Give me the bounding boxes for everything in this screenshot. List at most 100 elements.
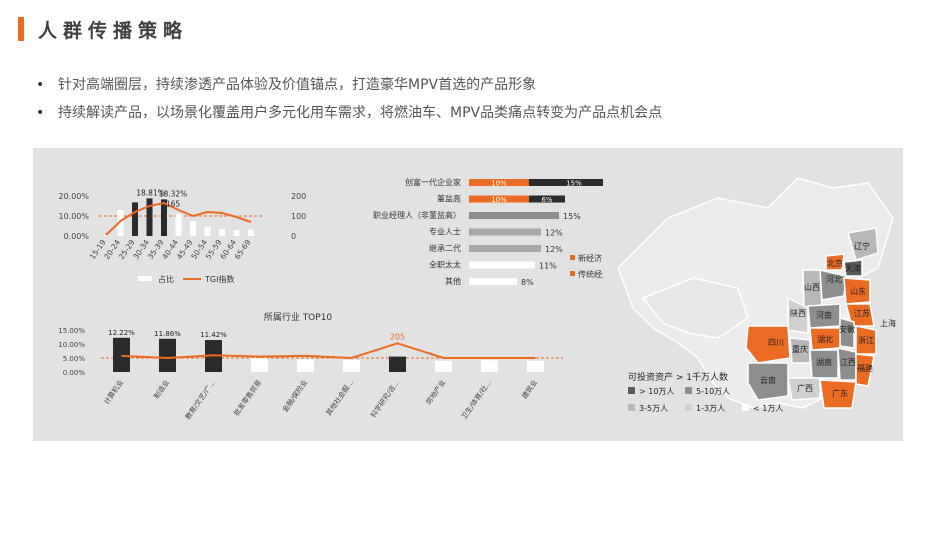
map-province-label: 上海 xyxy=(880,318,896,328)
age-bar xyxy=(132,202,138,236)
map-shapes xyxy=(617,177,894,409)
y-tick-right: 0 xyxy=(291,232,296,241)
industry-chart: 所属行业 TOP10 15.00% 10.00% 5.00% 0.00% 计算机业 制造业教… xyxy=(58,311,563,421)
age-bar xyxy=(219,229,225,236)
age-bar xyxy=(117,210,124,236)
map-legend-label: < 1万人 xyxy=(753,404,783,413)
bullet-item: 针对高端圈层，持续渗透产品体验及价值锚点，打造豪华MPV首选的产品形象 xyxy=(36,76,662,104)
x-tick-label: 65-69 xyxy=(233,238,253,261)
occupation-bar-trad xyxy=(469,245,541,252)
x-tick-label: 卫生/体育/社... xyxy=(459,378,493,421)
map-province-label: 山东 xyxy=(850,286,866,296)
map-province-label: 广东 xyxy=(832,388,848,398)
bullet-list: 针对高端圈层，持续渗透产品体验及价值锚点，打造豪华MPV首选的产品形象 持续解读… xyxy=(36,76,662,132)
map-region-hunan xyxy=(809,349,839,379)
map-province-label: 江苏 xyxy=(854,308,870,318)
map-province-label: 浙江 xyxy=(858,335,874,345)
map-legend-swatch xyxy=(628,404,635,411)
map-province-label: 陕西 xyxy=(790,308,806,318)
map-province-label: 湖北 xyxy=(817,335,833,344)
industry-bar xyxy=(481,360,498,372)
y-tick: 0.00% xyxy=(63,369,86,377)
chart-title: 所属行业 TOP10 xyxy=(264,311,333,323)
age-bar xyxy=(248,229,254,236)
map-province-label: 云南 xyxy=(760,375,776,385)
map-region-tibet xyxy=(641,277,749,339)
data-label: 18.32% xyxy=(159,189,188,198)
age-bar xyxy=(161,199,167,236)
industry-bar xyxy=(297,359,314,372)
legend-label: 新经济 xyxy=(578,253,602,263)
map-region-yunnan xyxy=(747,362,789,401)
map-region-chongqing xyxy=(789,337,811,364)
occupation-bar-trad xyxy=(469,278,517,285)
x-tick-label: 教育/文艺/广... xyxy=(183,378,217,421)
occupation-chart: 创富一代企业家 10% 15% 董监高 10% 6% 职业经理人（非董监高） 15% 专业人士 1… xyxy=(373,177,603,287)
map-legend-label: 5-10万人 xyxy=(696,387,730,396)
data-label: 15% xyxy=(566,180,582,188)
age-bar xyxy=(190,221,196,236)
map-legend-label: 3-5万人 xyxy=(639,404,668,413)
industry-bar xyxy=(343,359,360,372)
map-province-label: 河南 xyxy=(816,310,832,320)
map-region-sichuan xyxy=(745,325,791,364)
y-tick-left: 20.00% xyxy=(58,192,89,201)
occupation-bar-new xyxy=(469,179,529,186)
x-tick-label: 科学研究/咨... xyxy=(369,378,402,419)
map-region-shandong xyxy=(843,277,871,305)
occupation-bar-trad xyxy=(529,195,565,203)
map-legend-swatch xyxy=(685,387,692,394)
age-chart: 20.00%10.00%0.00%200100015-1920-2425-293… xyxy=(58,188,306,284)
map-province-label: 湖南 xyxy=(816,357,832,367)
title-accent-bar xyxy=(18,17,24,41)
occupation-bar-trad xyxy=(469,261,535,269)
data-label: 12% xyxy=(545,245,563,254)
y-tick-left: 0.00% xyxy=(64,232,90,241)
map-province-label: 山西 xyxy=(804,282,820,292)
map-legend-label: 1-3万人 xyxy=(696,404,725,413)
x-tick-label: 其他社会服... xyxy=(324,378,355,417)
legend-label: 传统经济 xyxy=(578,269,603,279)
industry-bar xyxy=(251,358,268,372)
map-region-liaoning xyxy=(847,227,879,261)
map-province-label: 安徽 xyxy=(839,324,855,334)
x-tick-label: 制造业 xyxy=(152,378,171,400)
occupation-label: 专业人士 xyxy=(429,227,461,237)
map-province-label: 广西 xyxy=(797,383,813,393)
map-province-label: 四川 xyxy=(768,338,784,347)
industry-bar xyxy=(389,356,406,372)
legend-label: TGI指数 xyxy=(204,274,234,284)
age-bar xyxy=(103,235,109,236)
map-province-label: 江西 xyxy=(840,358,856,367)
x-tick-label: 建筑业 xyxy=(520,378,539,400)
data-label: 15% xyxy=(563,212,581,221)
y-tick: 15.00% xyxy=(58,327,85,335)
legend-label: 占比 xyxy=(158,274,174,284)
map-region-guangdong xyxy=(819,379,857,409)
age-bar xyxy=(233,230,240,236)
map-legend: > 10万人 5-10万人 3-5万人 1-3万人 < 1万人 xyxy=(628,387,783,413)
map-province-label: 北京 xyxy=(827,258,843,268)
data-label: 6% xyxy=(541,196,552,204)
occupation-label: 创富一代企业家 xyxy=(405,177,461,187)
legend-swatch-share xyxy=(138,276,152,281)
y-tick-right: 100 xyxy=(291,212,306,221)
map-region-shaanxi xyxy=(787,296,809,334)
age-bar xyxy=(204,227,211,236)
data-label: 10% xyxy=(491,196,507,204)
map-legend-title: 可投资资产 > 1千万人数 xyxy=(628,371,728,383)
legend-swatch-trad xyxy=(570,271,575,276)
occupation-label: 继承二代 xyxy=(429,243,461,253)
age-bar xyxy=(175,214,182,236)
map-legend-swatch xyxy=(742,404,749,411)
data-label: 11% xyxy=(539,262,557,271)
occupation-bar-new xyxy=(469,195,529,203)
occupation-bar-trad xyxy=(469,228,541,236)
map-region-zhejiang xyxy=(855,325,877,355)
data-label: 12.22% xyxy=(108,329,135,337)
y-tick: 10.00% xyxy=(58,341,85,349)
tgi-line xyxy=(121,342,536,360)
y-tick-right: 200 xyxy=(291,192,306,201)
map-province-label: 天津 xyxy=(845,263,861,273)
